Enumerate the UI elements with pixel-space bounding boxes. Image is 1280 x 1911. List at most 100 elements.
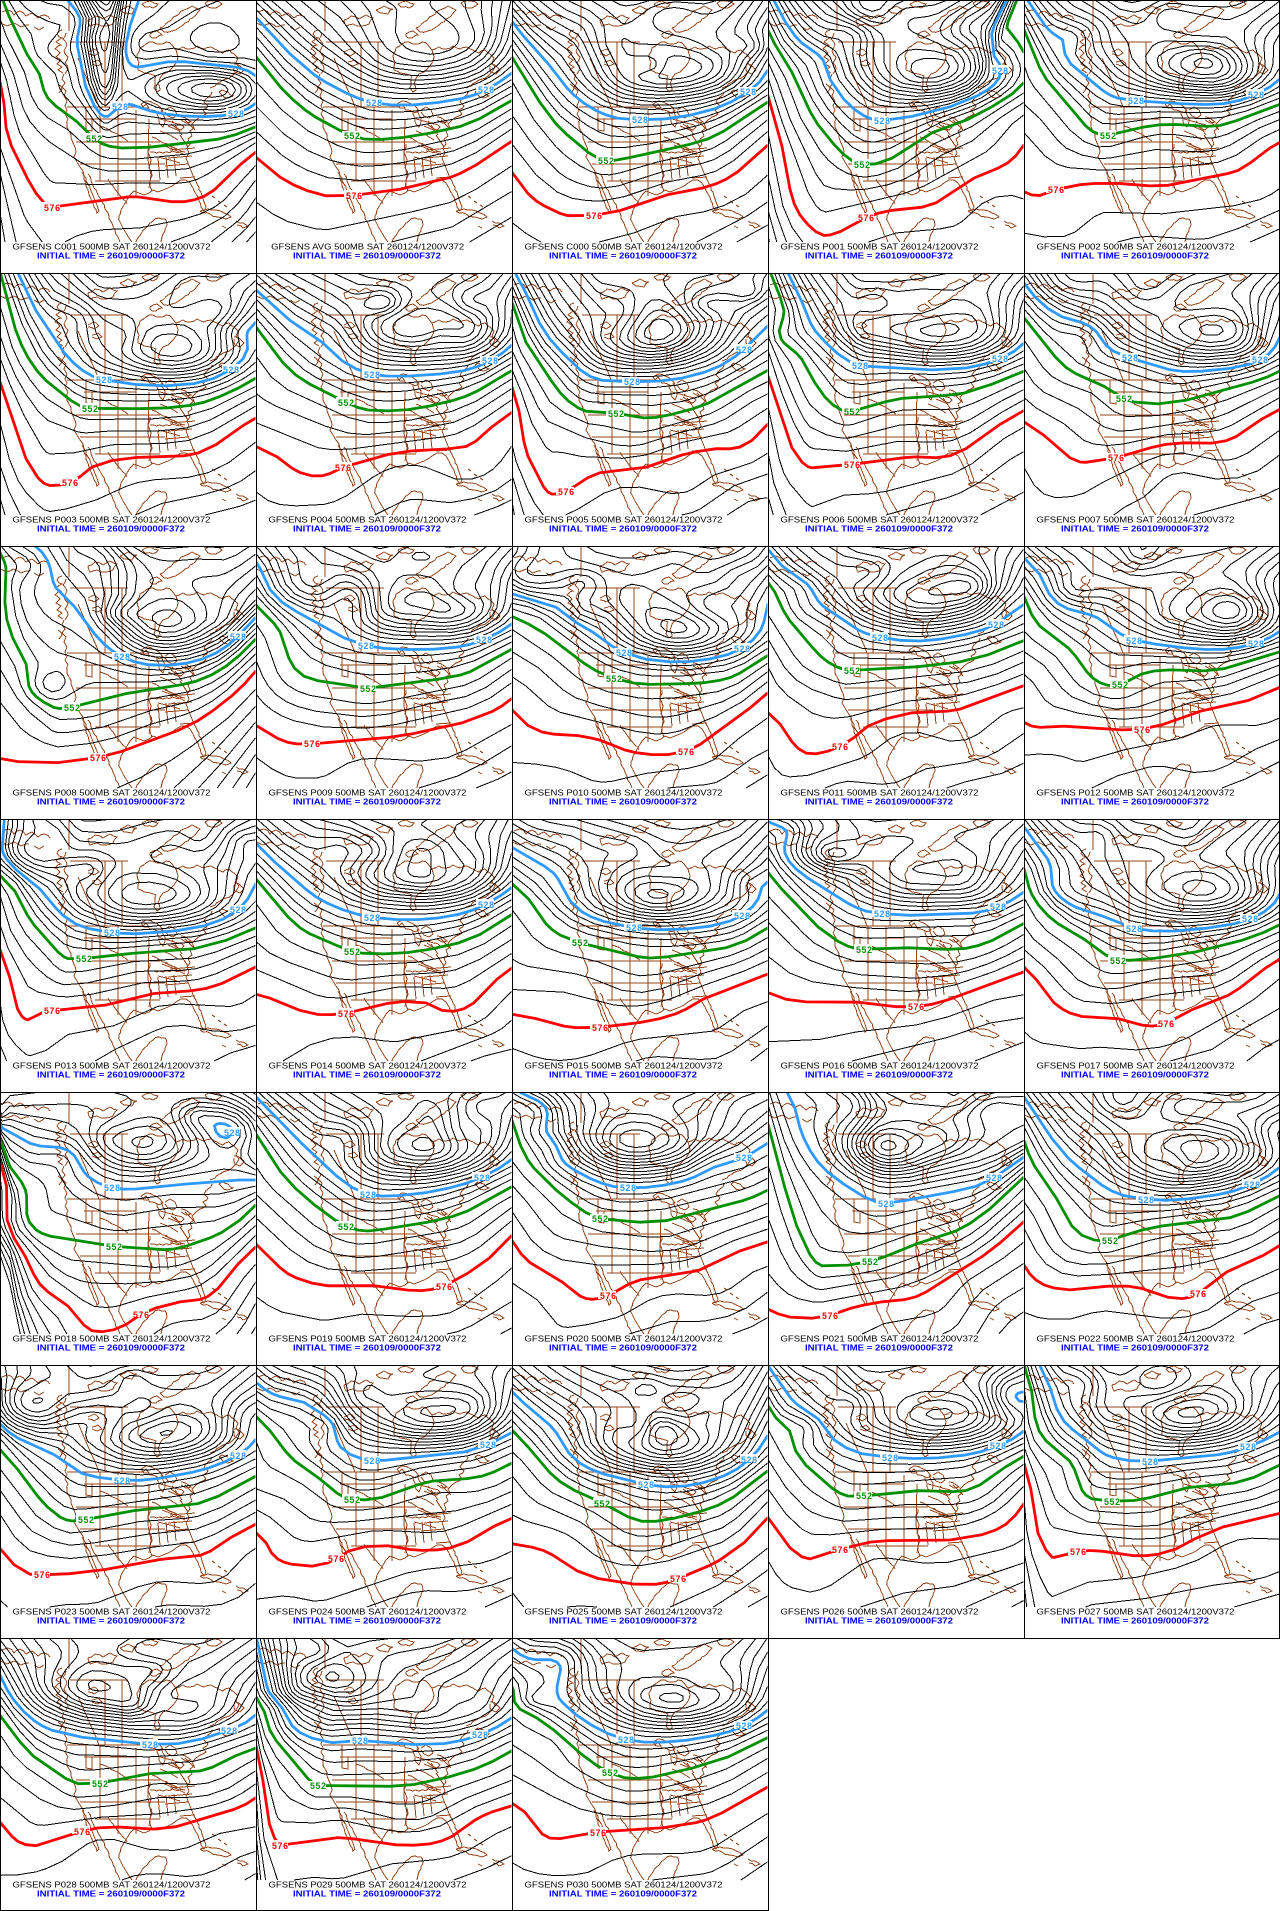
svg-text:INITIAL TIME = 260109/0000F372: INITIAL TIME = 260109/0000F372 (805, 251, 953, 261)
svg-text:576: 576 (44, 203, 60, 213)
svg-text:576: 576 (335, 463, 351, 473)
svg-text:528: 528 (230, 905, 246, 915)
svg-text:INITIAL TIME = 260109/0000F372: INITIAL TIME = 260109/0000F372 (37, 1889, 185, 1899)
svg-text:552: 552 (856, 945, 872, 955)
svg-text:576: 576 (600, 1291, 616, 1301)
svg-text:576: 576 (304, 739, 320, 749)
svg-text:528: 528 (990, 902, 1006, 912)
svg-text:INITIAL TIME = 260109/0000F372: INITIAL TIME = 260109/0000F372 (1061, 251, 1209, 261)
svg-text:528: 528 (223, 365, 239, 375)
svg-text:528: 528 (632, 115, 648, 125)
svg-text:576: 576 (822, 1311, 838, 1321)
svg-text:576: 576 (590, 1828, 606, 1838)
svg-text:528: 528 (1122, 353, 1138, 363)
svg-text:GFSENS P006 500MB SAT 260124/1: GFSENS P006 500MB SAT 260124/1200V372 (781, 515, 979, 525)
svg-text:GFSENS P010 500MB SAT 260124/1: GFSENS P010 500MB SAT 260124/1200V372 (525, 788, 723, 798)
svg-text:GFSENS P023 500MB SAT 260124/1: GFSENS P023 500MB SAT 260124/1200V372 (13, 1607, 211, 1617)
svg-text:552: 552 (310, 1781, 326, 1791)
svg-text:GFSENS P022 500MB SAT 260124/1: GFSENS P022 500MB SAT 260124/1200V372 (1037, 1334, 1235, 1344)
svg-text:528: 528 (624, 377, 640, 387)
svg-text:576: 576 (844, 460, 860, 470)
svg-text:552: 552 (64, 703, 80, 713)
svg-text:528: 528 (852, 361, 868, 371)
svg-text:552: 552 (844, 666, 860, 676)
svg-text:GFSENS P017 500MB SAT 260124/1: GFSENS P017 500MB SAT 260124/1200V372 (1037, 1061, 1235, 1071)
svg-text:552: 552 (854, 160, 870, 170)
svg-text:576: 576 (1070, 1547, 1086, 1557)
svg-text:552: 552 (344, 131, 360, 141)
svg-text:INITIAL TIME = 260109/0000F372: INITIAL TIME = 260109/0000F372 (549, 1889, 697, 1899)
svg-text:INITIAL TIME = 260109/0000F372: INITIAL TIME = 260109/0000F372 (805, 1070, 953, 1080)
svg-text:528: 528 (482, 356, 498, 366)
svg-text:528: 528 (104, 928, 120, 938)
svg-text:528: 528 (988, 620, 1004, 630)
svg-text:552: 552 (592, 1214, 608, 1224)
svg-text:528: 528 (230, 1451, 246, 1461)
svg-text:INITIAL TIME = 260109/0000F372: INITIAL TIME = 260109/0000F372 (293, 797, 441, 807)
svg-text:INITIAL TIME = 260109/0000F372: INITIAL TIME = 260109/0000F372 (1061, 1070, 1209, 1080)
svg-text:528: 528 (618, 1735, 634, 1745)
svg-text:576: 576 (908, 1002, 924, 1012)
svg-text:GFSENS P027 500MB SAT 260124/1: GFSENS P027 500MB SAT 260124/1200V372 (1037, 1607, 1235, 1617)
svg-text:INITIAL TIME = 260109/0000F372: INITIAL TIME = 260109/0000F372 (549, 1616, 697, 1626)
svg-text:INITIAL TIME = 260109/0000F372: INITIAL TIME = 260109/0000F372 (805, 797, 953, 807)
svg-text:528: 528 (736, 1153, 752, 1163)
svg-text:528: 528 (228, 109, 244, 119)
svg-text:GFSENS P025 500MB SAT 260124/1: GFSENS P025 500MB SAT 260124/1200V372 (525, 1607, 723, 1617)
svg-text:GFSENS P024 500MB SAT 260124/1: GFSENS P024 500MB SAT 260124/1200V372 (269, 1607, 467, 1617)
svg-text:576: 576 (338, 1009, 354, 1019)
svg-text:528: 528 (1240, 1442, 1256, 1452)
svg-text:528: 528 (872, 633, 888, 643)
svg-text:INITIAL TIME = 260109/0000F372: INITIAL TIME = 260109/0000F372 (549, 1343, 697, 1353)
svg-text:552: 552 (598, 156, 614, 166)
svg-text:552: 552 (1100, 131, 1116, 141)
svg-text:552: 552 (602, 1768, 618, 1778)
svg-text:528: 528 (638, 1480, 654, 1490)
svg-text:528: 528 (1244, 1180, 1260, 1190)
svg-text:552: 552 (78, 1515, 94, 1525)
svg-text:528: 528 (221, 1726, 237, 1736)
svg-text:GFSENS P007 500MB SAT 260124/1: GFSENS P007 500MB SAT 260124/1200V372 (1037, 515, 1235, 525)
svg-text:576: 576 (133, 1310, 149, 1320)
svg-text:528: 528 (476, 635, 492, 645)
svg-text:GFSENS P004 500MB SAT 260124/1: GFSENS P004 500MB SAT 260124/1200V372 (269, 515, 467, 525)
svg-text:576: 576 (1048, 185, 1064, 195)
svg-text:528: 528 (142, 1740, 158, 1750)
svg-text:552: 552 (1104, 1497, 1120, 1507)
svg-text:GFSENS C000 500MB SAT 260124/1: GFSENS C000 500MB SAT 260124/1200V372 (525, 242, 723, 252)
svg-text:576: 576 (90, 753, 106, 763)
svg-text:576: 576 (832, 742, 848, 752)
svg-text:528: 528 (358, 641, 374, 651)
svg-text:528: 528 (360, 1190, 376, 1200)
svg-text:552: 552 (572, 938, 588, 948)
svg-text:528: 528 (104, 1183, 120, 1193)
svg-text:528: 528 (1248, 639, 1264, 649)
svg-text:552: 552 (106, 1242, 122, 1252)
svg-text:INITIAL TIME = 260109/0000F372: INITIAL TIME = 260109/0000F372 (549, 797, 697, 807)
svg-text:GFSENS P026 500MB SAT 260124/1: GFSENS P026 500MB SAT 260124/1200V372 (781, 1607, 979, 1617)
svg-text:GFSENS P013 500MB SAT 260124/1: GFSENS P013 500MB SAT 260124/1200V372 (13, 1061, 211, 1071)
svg-text:528: 528 (992, 354, 1008, 364)
svg-text:INITIAL TIME = 260109/0000F372: INITIAL TIME = 260109/0000F372 (805, 1343, 953, 1353)
svg-text:552: 552 (338, 1222, 354, 1232)
svg-text:GFSENS P018 500MB SAT 260124/1: GFSENS P018 500MB SAT 260124/1200V372 (13, 1334, 211, 1344)
svg-text:GFSENS P028 500MB SAT 260124/1: GFSENS P028 500MB SAT 260124/1200V372 (13, 1880, 211, 1890)
svg-text:528: 528 (96, 375, 112, 385)
svg-text:552: 552 (594, 1499, 610, 1509)
svg-text:552: 552 (606, 674, 622, 684)
svg-text:576: 576 (1158, 1019, 1174, 1029)
svg-text:528: 528 (734, 644, 750, 654)
svg-text:552: 552 (608, 409, 624, 419)
svg-text:528: 528 (224, 1128, 240, 1138)
svg-text:INITIAL TIME = 260109/0000F372: INITIAL TIME = 260109/0000F372 (805, 1616, 953, 1626)
svg-text:GFSENS P003 500MB SAT 260124/1: GFSENS P003 500MB SAT 260124/1200V372 (13, 515, 211, 525)
svg-text:528: 528 (990, 1441, 1006, 1451)
svg-text:528: 528 (986, 1173, 1002, 1183)
svg-text:528: 528 (992, 66, 1008, 76)
svg-text:528: 528 (620, 1183, 636, 1193)
svg-text:552: 552 (862, 1257, 878, 1267)
svg-text:INITIAL TIME = 260109/0000F372: INITIAL TIME = 260109/0000F372 (293, 1070, 441, 1080)
svg-text:INITIAL TIME = 260109/0000F372: INITIAL TIME = 260109/0000F372 (293, 251, 441, 261)
svg-text:576: 576 (62, 478, 78, 488)
svg-text:528: 528 (1126, 924, 1142, 934)
